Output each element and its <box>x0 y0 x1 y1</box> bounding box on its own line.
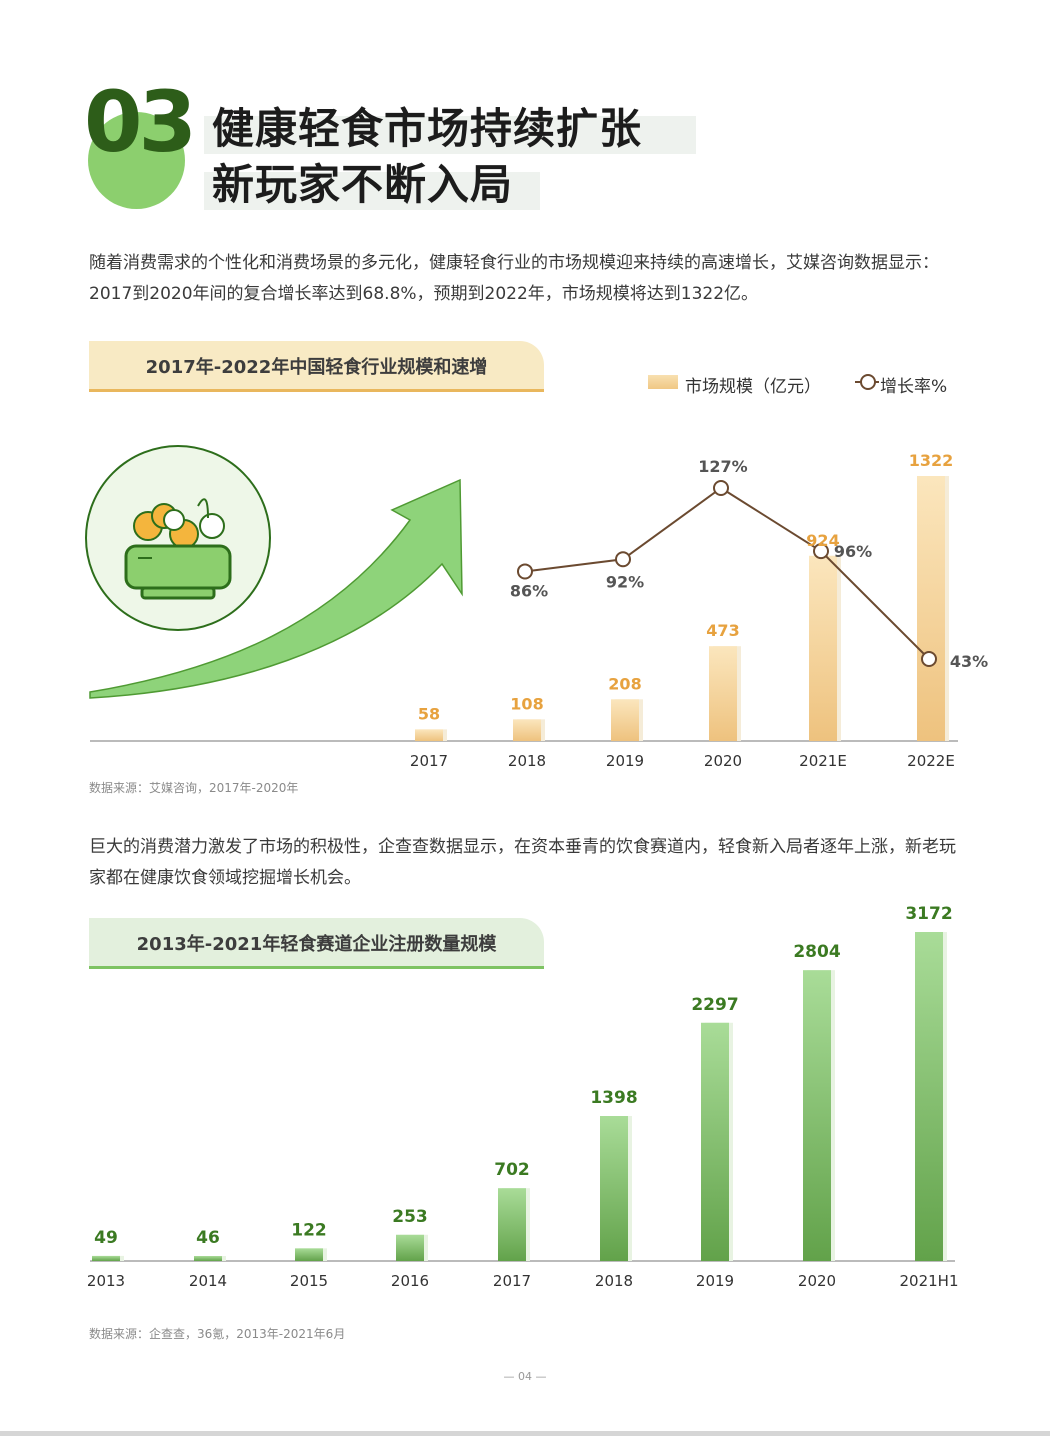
chart2-bar-value: 253 <box>392 1207 428 1227</box>
paragraph-2: 巨大的消费潜力激发了市场的积极性，企查查数据显示，在资本垂青的饮食赛道内，轻食新… <box>89 837 956 888</box>
chart1-bar <box>611 699 639 741</box>
chart2-bar <box>701 1022 729 1261</box>
chart2-x-tick: 2013 <box>87 1272 125 1290</box>
chart1-bar-value: 208 <box>608 674 641 693</box>
chart1-bar-value: 108 <box>510 694 543 713</box>
chart2-bar-value: 3172 <box>905 904 952 924</box>
legend-line-label: 增长率% <box>880 377 948 397</box>
chart1-bar <box>709 646 737 741</box>
chart2-source: 数据来源：企查查，36氪，2013年-2021年6月 <box>89 1327 346 1341</box>
chart2-bar-value: 702 <box>494 1160 530 1180</box>
page-title-line1: 健康轻食市场持续扩张 <box>212 104 643 153</box>
chart2-bar <box>396 1234 424 1261</box>
bottom-border <box>0 1431 1050 1436</box>
chart2-bar <box>295 1248 323 1261</box>
chart1-bar-value: 924 <box>806 531 839 550</box>
chart2-bar-value: 2297 <box>691 995 738 1015</box>
section-number: 03 <box>84 73 197 171</box>
chart1-bar-value: 1322 <box>909 451 954 470</box>
chart1-growth-label: 127% <box>698 457 747 476</box>
chart1-growth-label: 86% <box>510 581 548 600</box>
growth-arrow-icon <box>89 478 463 699</box>
chart1-growth-point <box>713 480 729 496</box>
chart2-caption: 2013年-2021年轻食赛道企业注册数量规模 <box>136 934 497 955</box>
chart1-bar <box>513 719 541 741</box>
chart1-caption-box: 2017年-2022年中国轻食行业规模和速增 <box>89 341 544 392</box>
chart1-caption: 2017年-2022年中国轻食行业规模和速增 <box>145 357 488 378</box>
chart2-x-tick: 2014 <box>189 1272 227 1290</box>
title-highlight <box>204 116 696 154</box>
chart1-source: 数据来源：艾媒咨询，2017年-2020年 <box>89 781 299 795</box>
salad-bowl-icon <box>85 445 271 631</box>
chart2-bar <box>194 1256 222 1261</box>
chart2-bar <box>803 970 831 1261</box>
chart1-x-tick: 2020 <box>704 752 742 770</box>
chart2-bar-value: 122 <box>291 1220 327 1240</box>
chart2-x-tick: 2015 <box>290 1272 328 1290</box>
chart1-bar <box>415 729 443 741</box>
chart1-growth-point <box>615 551 631 568</box>
chart1-x-tick: 2021E <box>799 752 847 770</box>
legend-bar-label: 市场规模（亿元） <box>685 377 821 397</box>
legend-bar-swatch <box>648 375 678 389</box>
chart1-illustration <box>85 445 463 699</box>
chart1-growth-point <box>813 543 829 560</box>
section-number-circle <box>88 112 185 209</box>
chart2-x-tick: 2019 <box>696 1272 734 1290</box>
chart1-bar <box>917 476 945 741</box>
chart2-bar-value: 49 <box>94 1228 118 1248</box>
chart2-bar-value: 2804 <box>793 942 840 962</box>
chart1-x-tick: 2019 <box>606 752 644 770</box>
chart2-company-registrations: 49 2013 46 2014 122 2015 253 2016 702 2017 1398 201… <box>87 904 959 1290</box>
chart2-x-tick: 2017 <box>493 1272 531 1290</box>
chart1-x-tick: 2017 <box>410 752 448 770</box>
chart2-bar-value: 1398 <box>590 1088 637 1108</box>
title-highlight <box>204 172 540 210</box>
intro-paragraph: 随着消费需求的个性化和消费场景的多元化，健康轻食行业的市场规模迎来持续的高速增长… <box>89 253 939 304</box>
chart1-bar <box>809 555 837 741</box>
chart1-growth-label: 96% <box>834 542 872 561</box>
chart2-x-tick: 2021H1 <box>900 1272 959 1290</box>
chart1-growth-point <box>517 563 533 580</box>
chart1-growth-point <box>921 651 937 667</box>
chart2-bar <box>498 1188 526 1261</box>
page-title-line2: 新玩家不断入局 <box>212 160 514 209</box>
chart1-x-tick: 2022E <box>907 752 955 770</box>
page-number: — 04 — <box>503 1370 547 1383</box>
chart1-bar-value: 473 <box>706 621 739 640</box>
chart2-bar <box>600 1115 628 1261</box>
chart2-bar-value: 46 <box>196 1228 220 1248</box>
chart2-x-tick: 2020 <box>798 1272 836 1290</box>
chart1-growth-label: 43% <box>950 652 988 671</box>
chart2-bar <box>915 932 943 1261</box>
chart1-market-size: 58 2017 108 2018 208 2019 473 2020 924 2021E 1322 2… <box>90 451 988 770</box>
chart1-growth-label: 92% <box>606 572 644 591</box>
chart2-x-tick: 2016 <box>391 1272 429 1290</box>
chart1-x-tick: 2018 <box>508 752 546 770</box>
chart2-bar <box>92 1255 120 1261</box>
legend-line-marker <box>860 374 876 390</box>
chart2-caption-box: 2013年-2021年轻食赛道企业注册数量规模 <box>89 918 544 969</box>
chart1-bar-value: 58 <box>418 704 440 723</box>
chart2-x-tick: 2018 <box>595 1272 633 1290</box>
